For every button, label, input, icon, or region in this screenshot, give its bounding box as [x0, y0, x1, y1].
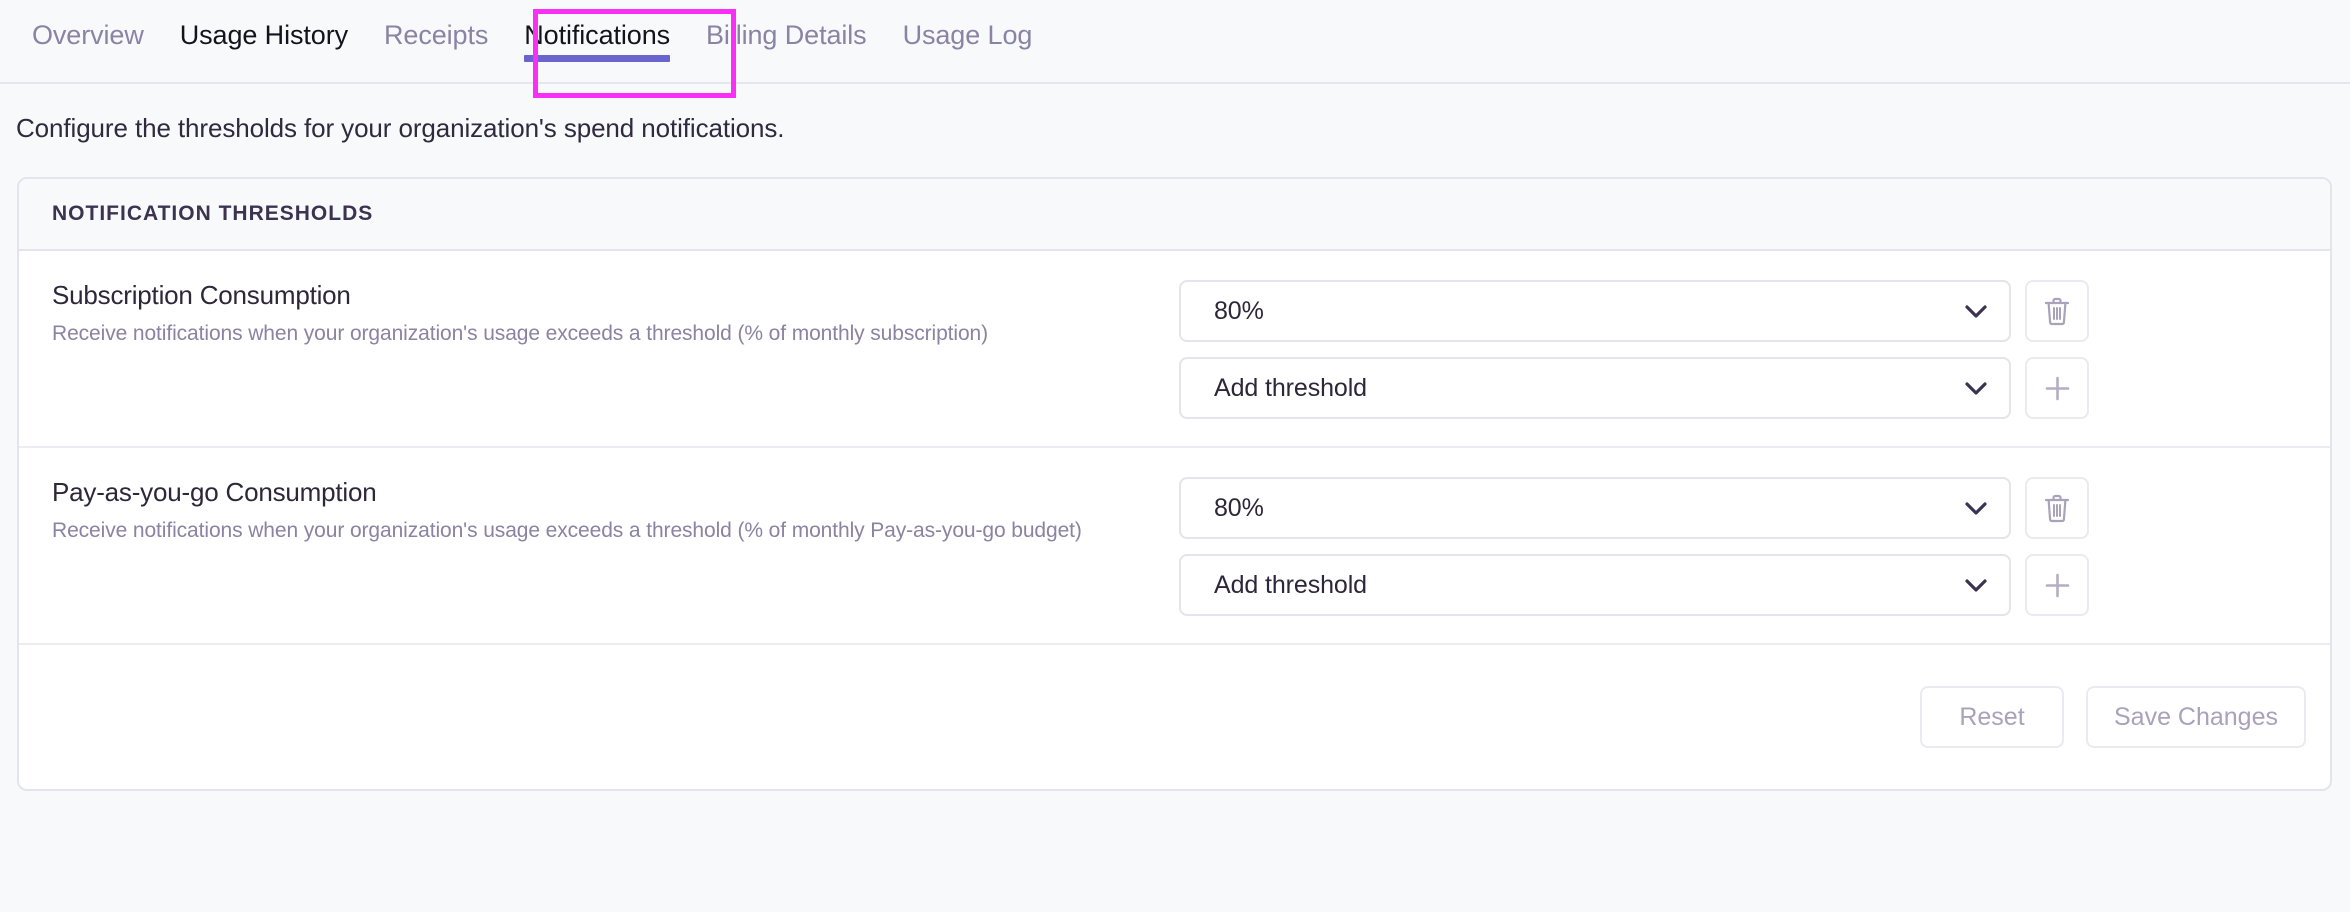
threshold-row-subscription: Subscription Consumption Receive notific…: [19, 251, 2330, 448]
chevron-down-icon: [1965, 381, 1987, 395]
row-controls: 80% Add threshold: [1179, 280, 2330, 419]
active-tab-underline: [524, 55, 671, 62]
threshold-control-line: 80%: [1179, 280, 2312, 342]
tab-usage-history-label: Usage History: [179, 20, 348, 50]
threshold-select-value: 80%: [1214, 493, 1264, 522]
row-controls: 80% Add threshold: [1179, 477, 2330, 616]
tab-billing-details-label: Billing Details: [706, 20, 867, 50]
add-threshold-placeholder: Add threshold: [1214, 570, 1367, 599]
save-changes-button[interactable]: Save Changes: [2085, 686, 2306, 748]
tab-overview[interactable]: Overview: [14, 0, 162, 84]
threshold-select-value: 80%: [1214, 296, 1264, 325]
threshold-row-payg: Pay-as-you-go Consumption Receive notifi…: [19, 448, 2330, 645]
tab-billing-details[interactable]: Billing Details: [688, 0, 885, 84]
reset-button[interactable]: Reset: [1919, 686, 2064, 748]
tab-usage-log-label: Usage Log: [902, 20, 1033, 50]
page-description: Configure the thresholds for your organi…: [16, 113, 785, 143]
tab-usage-log[interactable]: Usage Log: [885, 0, 1051, 84]
trash-icon: [2044, 297, 2070, 325]
add-threshold-placeholder: Add threshold: [1214, 373, 1367, 402]
add-threshold-button-subscription[interactable]: [2025, 357, 2089, 419]
add-threshold-control-line: Add threshold: [1179, 357, 2312, 419]
row-info: Pay-as-you-go Consumption Receive notifi…: [19, 477, 1179, 545]
tab-overview-label: Overview: [32, 20, 144, 50]
tab-receipts[interactable]: Receipts: [366, 0, 506, 84]
notification-thresholds-card: NOTIFICATION THRESHOLDS Subscription Con…: [17, 177, 2332, 791]
row-subtitle: Receive notifications when your organiza…: [52, 519, 1082, 542]
tab-notifications[interactable]: Notifications: [506, 0, 688, 84]
add-threshold-control-line: Add threshold: [1179, 554, 2312, 616]
card-footer: Reset Save Changes: [19, 645, 2330, 789]
tab-bar: Overview Usage History Receipts Notifica…: [0, 0, 2350, 98]
chevron-down-icon: [1965, 501, 1987, 515]
chevron-down-icon: [1965, 304, 1987, 318]
row-title: Pay-as-you-go Consumption: [52, 477, 377, 507]
card-header: NOTIFICATION THRESHOLDS: [19, 179, 2330, 251]
row-subtitle: Receive notifications when your organiza…: [52, 322, 989, 345]
add-threshold-button-payg[interactable]: [2025, 554, 2089, 616]
delete-threshold-button-subscription[interactable]: [2025, 280, 2089, 342]
tab-receipts-label: Receipts: [384, 20, 489, 50]
chevron-down-icon: [1965, 578, 1987, 592]
card-header-title: NOTIFICATION THRESHOLDS: [52, 202, 374, 225]
add-threshold-select-subscription[interactable]: Add threshold: [1179, 357, 2011, 419]
row-info: Subscription Consumption Receive notific…: [19, 280, 1179, 348]
delete-threshold-button-payg[interactable]: [2025, 477, 2089, 539]
threshold-select-subscription[interactable]: 80%: [1179, 280, 2011, 342]
tab-usage-history[interactable]: Usage History: [162, 0, 366, 84]
threshold-select-payg[interactable]: 80%: [1179, 477, 2011, 539]
plus-icon: [2045, 573, 2069, 597]
row-title: Subscription Consumption: [52, 280, 351, 310]
plus-icon: [2045, 376, 2069, 400]
threshold-control-line: 80%: [1179, 477, 2312, 539]
add-threshold-select-payg[interactable]: Add threshold: [1179, 554, 2011, 616]
trash-icon: [2044, 494, 2070, 522]
tab-notifications-label: Notifications: [524, 20, 671, 50]
